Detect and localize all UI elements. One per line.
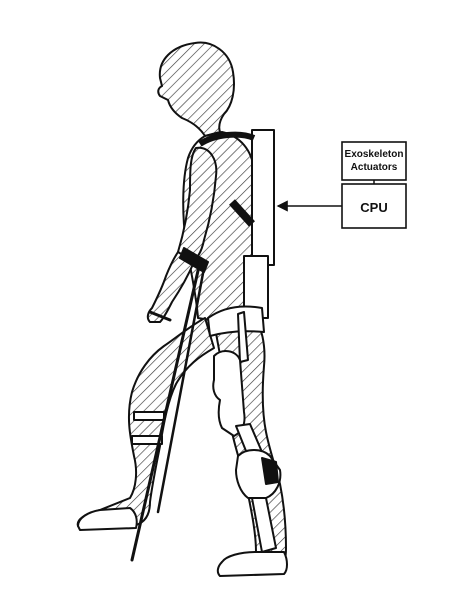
ankle-strap bbox=[261, 457, 279, 485]
head bbox=[157, 41, 235, 137]
front-shoe bbox=[77, 507, 138, 531]
chest-strap bbox=[229, 199, 255, 227]
backpack-unit bbox=[251, 129, 275, 266]
knee-actuator bbox=[212, 350, 246, 437]
front-leg-cuff-lower bbox=[131, 435, 163, 445]
upper-arm bbox=[177, 146, 218, 263]
control-system: Exoskeleton Actuators CPU bbox=[276, 141, 407, 229]
foot-plate bbox=[251, 497, 277, 553]
shoes bbox=[77, 507, 288, 577]
rear-shoe bbox=[216, 551, 288, 577]
thigh-link bbox=[237, 311, 249, 363]
front-leg-cuff-upper bbox=[133, 411, 165, 421]
actuators-label-line1: Exoskeleton bbox=[345, 149, 404, 160]
crutch-grip bbox=[148, 310, 172, 322]
shoulder-strap bbox=[198, 131, 256, 147]
actuators-box bbox=[341, 141, 407, 181]
crutches bbox=[130, 260, 206, 562]
crutch-rear bbox=[156, 266, 206, 514]
actuators-label-line2: Actuators bbox=[351, 162, 398, 173]
hip-belt bbox=[207, 305, 265, 337]
crutch-front bbox=[130, 260, 202, 562]
cpu-label: CPU bbox=[360, 200, 387, 215]
forearm bbox=[146, 251, 195, 323]
exoskeleton bbox=[131, 129, 282, 553]
